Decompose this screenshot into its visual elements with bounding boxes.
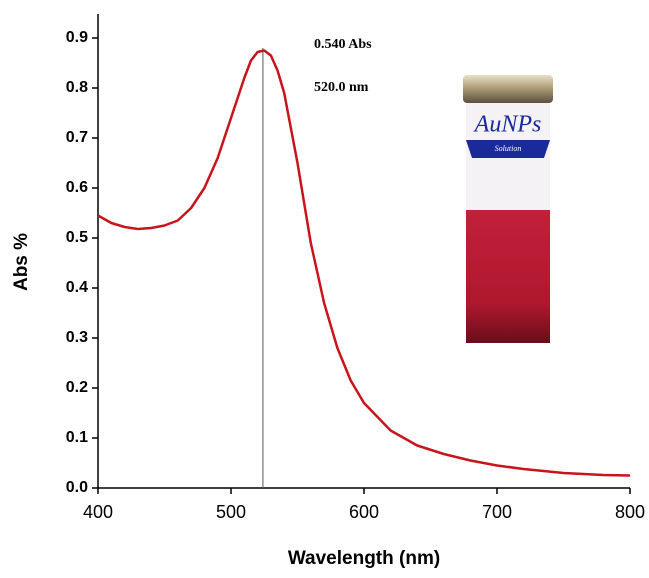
- y-axis-label: Abs %: [11, 233, 32, 291]
- annotation: 520.0 nm: [314, 80, 369, 95]
- x-tick-label: 500: [216, 502, 246, 522]
- y-tick-label: 0.7: [66, 129, 88, 146]
- y-tick-label: 0.4: [66, 279, 88, 296]
- vial-inset: AuNPs Solution: [463, 75, 553, 343]
- spectrum-line: [97, 49, 631, 477]
- annotation: 0.540 Abs: [314, 37, 372, 52]
- y-tick-label: 0.5: [66, 229, 88, 246]
- y-tick-label: 0.2: [66, 379, 88, 396]
- y-tick-label: 0.0: [66, 479, 88, 496]
- x-tick-label: 700: [482, 502, 512, 522]
- vial-label: AuNPs: [473, 112, 542, 138]
- vial-cap: [463, 75, 553, 103]
- y-tick-label: 0.6: [66, 179, 88, 196]
- y-tick-label: 0.3: [66, 329, 88, 346]
- x-tick-label: 800: [615, 502, 645, 522]
- x-tick-label: 600: [349, 502, 379, 522]
- vial-sublabel: Solution: [495, 144, 522, 153]
- vial-band: [466, 140, 550, 158]
- y-tick-label: 0.1: [66, 429, 88, 446]
- x-axis-label: Wavelength (nm): [288, 548, 440, 569]
- y-tick-label: 0.9: [66, 29, 88, 46]
- x-tick-label: 400: [83, 502, 113, 522]
- y-tick-label: 0.8: [66, 79, 88, 96]
- vial-liquid: [466, 210, 550, 343]
